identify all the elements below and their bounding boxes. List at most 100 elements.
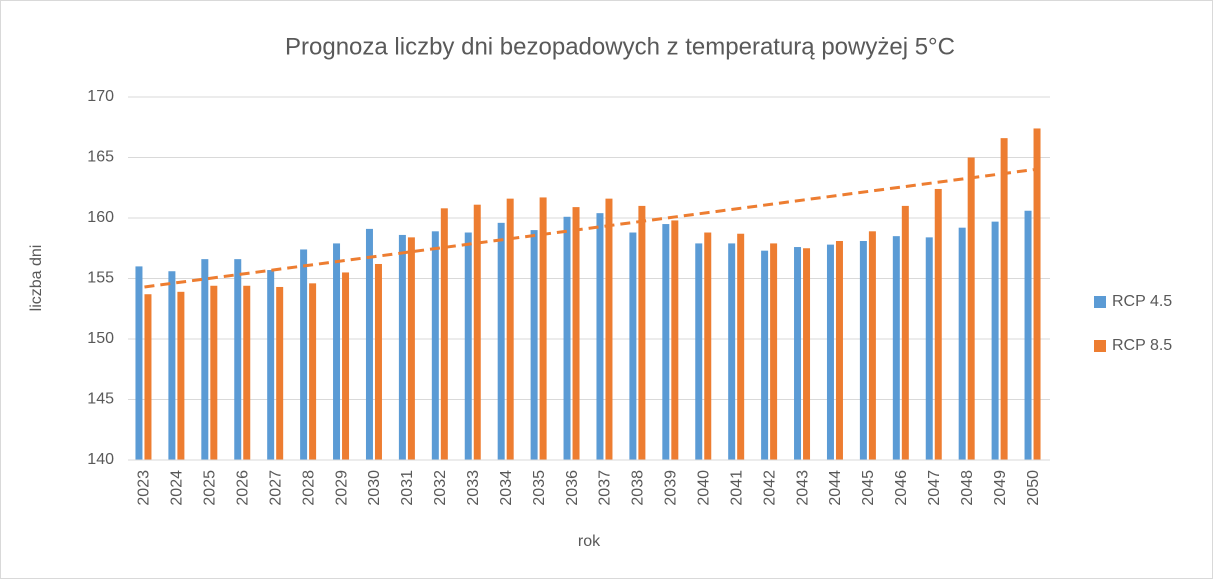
y-tick-label: 145 xyxy=(87,391,114,408)
x-tick-label: 2028 xyxy=(300,470,317,506)
bar xyxy=(596,213,604,460)
bar xyxy=(431,231,439,460)
chart-title: Prognoza liczby dni bezopadowych z tempe… xyxy=(285,33,955,60)
bar xyxy=(671,220,679,460)
y-tick-label: 150 xyxy=(87,330,114,347)
bar xyxy=(374,263,382,460)
x-tick-label: 2045 xyxy=(860,470,877,506)
bar xyxy=(1033,128,1041,460)
trend-line xyxy=(144,168,1034,289)
x-tick-label: 2041 xyxy=(728,470,745,506)
bar xyxy=(506,198,514,460)
x-tick-label: 2025 xyxy=(202,470,219,506)
bar xyxy=(770,243,778,460)
x-tick-label: 2046 xyxy=(893,470,910,506)
x-tick-label: 2030 xyxy=(366,470,383,506)
bar xyxy=(300,249,308,460)
bar xyxy=(662,224,670,460)
x-tick-label: 2034 xyxy=(498,470,515,506)
x-tick-label: 2039 xyxy=(663,470,680,506)
bar xyxy=(1024,210,1032,460)
bar xyxy=(1000,138,1008,460)
y-axis-title: liczba dni xyxy=(28,245,45,312)
bar xyxy=(398,234,406,460)
bar xyxy=(803,248,811,460)
x-tick-label: 2023 xyxy=(136,470,153,506)
bar xyxy=(497,222,505,460)
x-tick-label: 2044 xyxy=(827,470,844,506)
bar xyxy=(473,204,481,460)
x-tick-label: 2037 xyxy=(597,470,614,506)
bar xyxy=(563,216,571,460)
bar xyxy=(333,243,341,460)
x-tick-label: 2042 xyxy=(761,470,778,506)
bar xyxy=(925,237,933,460)
bar xyxy=(859,240,867,460)
bar xyxy=(276,286,284,460)
bar xyxy=(177,291,185,460)
bar xyxy=(958,227,966,460)
bar xyxy=(201,259,209,460)
y-tick-label: 170 xyxy=(87,88,114,105)
bar xyxy=(407,237,415,460)
bar xyxy=(638,205,646,460)
legend-swatch xyxy=(1094,340,1106,352)
bar xyxy=(728,243,736,460)
x-tick-label: 2032 xyxy=(432,470,449,506)
bar xyxy=(342,272,350,460)
bar xyxy=(309,283,317,460)
bar xyxy=(605,198,613,460)
bar xyxy=(168,271,176,460)
x-tick-label: 2031 xyxy=(399,470,416,506)
bar xyxy=(826,244,834,460)
y-tick-label: 160 xyxy=(87,209,114,226)
bar xyxy=(243,285,251,460)
bar xyxy=(761,250,769,460)
y-tick-label: 155 xyxy=(87,270,114,287)
bar xyxy=(835,240,843,460)
bar xyxy=(967,157,975,460)
bar xyxy=(539,197,547,460)
x-tick-label: 2027 xyxy=(267,470,284,506)
bar xyxy=(704,232,712,460)
x-tick-label: 2047 xyxy=(926,470,943,506)
bar xyxy=(901,205,909,460)
x-tick-label: 2026 xyxy=(234,470,251,506)
bar xyxy=(440,208,448,460)
bar xyxy=(530,230,538,460)
x-tick-label: 2035 xyxy=(531,470,548,506)
bar xyxy=(144,294,152,460)
y-tick-label: 140 xyxy=(87,451,114,468)
bar xyxy=(629,232,637,460)
bar xyxy=(464,232,472,460)
legend-label: RCP 4.5 xyxy=(1112,293,1172,310)
bar xyxy=(934,188,942,460)
bar xyxy=(135,266,143,460)
bar xyxy=(695,243,703,460)
x-tick-label: 2048 xyxy=(959,470,976,506)
x-tick-label: 2038 xyxy=(630,470,647,506)
bar xyxy=(267,270,275,460)
x-tick-label: 2049 xyxy=(992,470,1009,506)
bar xyxy=(892,236,900,460)
x-tick-label: 2036 xyxy=(564,470,581,506)
x-axis-title: rok xyxy=(578,533,601,550)
x-tick-label: 2050 xyxy=(1025,470,1042,506)
x-tick-label: 2040 xyxy=(695,470,712,506)
bar xyxy=(737,233,745,460)
x-tick-label: 2043 xyxy=(794,470,811,506)
bar xyxy=(794,247,802,460)
bar xyxy=(991,221,999,460)
bar xyxy=(210,285,218,460)
legend-swatch xyxy=(1094,296,1106,308)
legend-label: RCP 8.5 xyxy=(1112,337,1172,354)
y-tick-label: 165 xyxy=(87,149,114,166)
x-tick-label: 2024 xyxy=(169,470,186,506)
bar xyxy=(868,231,876,460)
x-tick-label: 2033 xyxy=(465,470,482,506)
bar xyxy=(365,228,373,460)
bar xyxy=(234,259,242,460)
bar xyxy=(572,207,580,460)
x-tick-label: 2029 xyxy=(333,470,350,506)
